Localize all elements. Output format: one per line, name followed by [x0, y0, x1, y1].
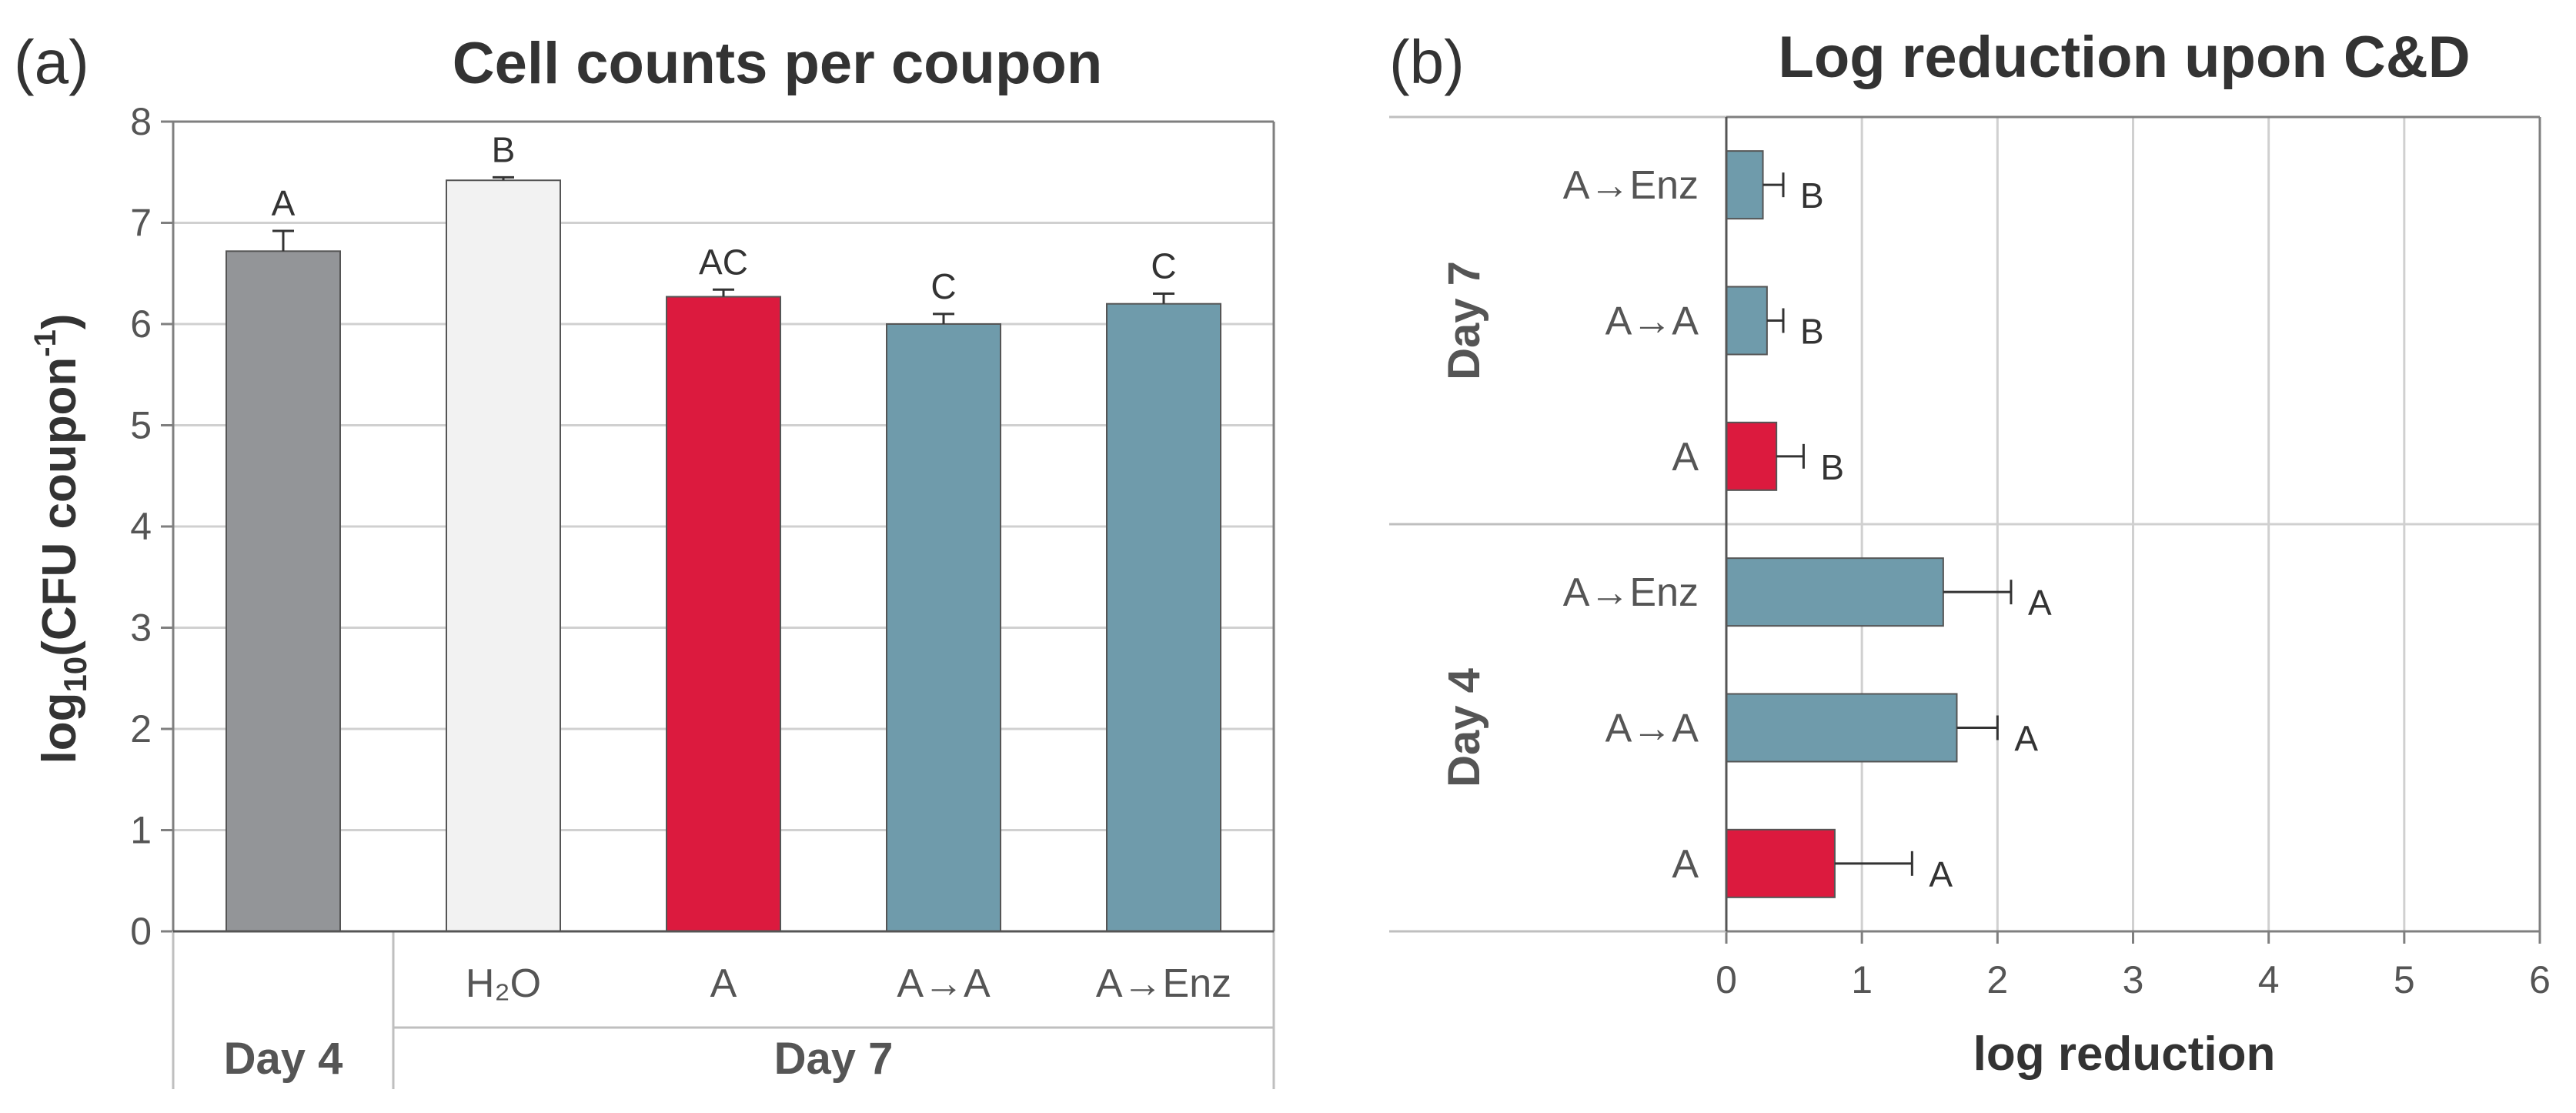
panel-a-letter: (a) [14, 28, 89, 96]
bar [1106, 302, 1221, 932]
x-tick-label: 5 [2394, 958, 2415, 1001]
panel-b-category-labels: A→Enz A→A A A→Enz A→A A Day 7 Day 4 [1439, 163, 1699, 887]
panel-a-category-labels: H₂O A A→A A→Enz Day 4 Day 7 [224, 961, 1232, 1084]
bar [1726, 828, 1836, 898]
y-label-mid: (CFU coupon [33, 357, 86, 657]
y-label-sub: 10 [57, 657, 93, 693]
significance-letter: B [1800, 312, 1824, 352]
group-label: Day 4 [1439, 668, 1489, 787]
category-label: A [710, 961, 737, 1006]
x-tick-label: 0 [1716, 958, 1737, 1001]
bar [1726, 421, 1778, 491]
category-label: A→Enz [1563, 570, 1699, 615]
category-label: A [1672, 842, 1699, 887]
y-tick-label: 8 [130, 100, 152, 143]
significance-letter: B [1800, 175, 1824, 216]
x-tick-label: 6 [2529, 958, 2551, 1001]
bar [666, 296, 781, 932]
significance-letter: A [2014, 719, 2038, 759]
panel-b-letter: (b) [1389, 28, 1465, 96]
category-label: A→Enz [1563, 163, 1699, 208]
panel-b-title: Log reduction upon C&D [1778, 25, 2470, 90]
panel-b-frame [1389, 115, 2541, 933]
y-tick-label: 5 [130, 404, 152, 447]
y-label-end: ) [33, 313, 86, 329]
significance-letter: B [492, 129, 516, 169]
bar [1726, 150, 1764, 220]
y-tick-label: 6 [130, 302, 152, 346]
y-tick-label: 7 [130, 202, 152, 245]
y-tick-label: 4 [130, 505, 152, 548]
panel-b-log-reduction: (b) Log reduction upon C&D log reduction… [1389, 25, 2551, 1081]
y-tick-label: 2 [130, 707, 152, 750]
panel-a-cell-counts: (a) Cell counts per coupon log10(CFU cou… [14, 28, 1275, 1089]
significance-letter: A [1929, 854, 1953, 894]
bar [226, 250, 341, 932]
significance-letter: A [272, 183, 296, 223]
group-label: Day 7 [1439, 261, 1489, 380]
x-tick-label: 3 [2123, 958, 2144, 1001]
y-label-sup: -1 [28, 329, 62, 357]
bar [1726, 693, 1958, 763]
category-label: A→A [897, 961, 991, 1006]
significance-letter: C [1151, 246, 1176, 286]
category-label: H₂O [466, 961, 541, 1006]
y-label-log: log [33, 693, 86, 764]
category-label: A→Enz [1096, 961, 1231, 1006]
significance-letter: A [2028, 583, 2052, 623]
y-tick-label: 0 [130, 910, 152, 953]
category-label: A→A [1605, 299, 1699, 344]
x-tick-label: 2 [1986, 958, 2008, 1001]
panel-b-x-ticks: 0 1 2 3 4 5 6 [1716, 931, 2551, 1001]
panel-b-x-axis-label: log reduction [1973, 1028, 2276, 1081]
group-label: Day 7 [774, 1034, 894, 1084]
x-tick-label: 4 [2258, 958, 2280, 1001]
panel-a-y-axis-label: log10(CFU coupon-1) [28, 313, 93, 764]
panel-a-bars: A B AC C C [226, 129, 1221, 932]
significance-letter: B [1820, 447, 1844, 487]
panel-a-frame [172, 120, 1275, 1089]
significance-letter: C [931, 266, 956, 306]
x-tick-label: 1 [1851, 958, 1873, 1001]
bar [1726, 557, 1944, 627]
panel-a-title: Cell counts per coupon [453, 31, 1103, 96]
significance-letter: AC [699, 242, 748, 282]
panel-b-bars: B B B A A A [1726, 150, 2052, 898]
panel-a-y-ticks: 0 1 2 3 4 5 6 7 8 [130, 100, 173, 953]
bar [446, 179, 561, 932]
bar [1726, 286, 1768, 356]
group-label: Day 4 [224, 1034, 343, 1084]
y-tick-label: 1 [130, 809, 152, 852]
y-tick-label: 3 [130, 607, 152, 650]
bar [886, 323, 1001, 932]
category-label: A [1672, 435, 1699, 480]
category-label: A→A [1605, 707, 1699, 751]
